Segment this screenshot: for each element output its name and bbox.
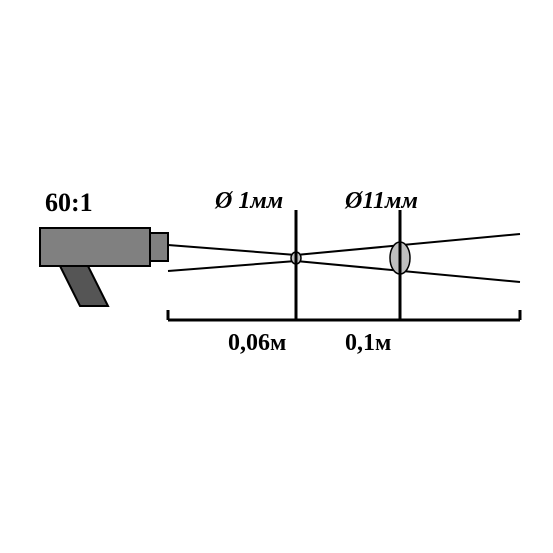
diagram-stage: 60:1 Ø 1мм Ø11мм 0,06м 0,1м xyxy=(0,0,553,553)
diagram-svg xyxy=(0,0,553,553)
distance-1-label: 0,06м xyxy=(228,330,286,357)
diameter-1-label: Ø 1мм xyxy=(215,188,283,215)
diameter-2-label: Ø11мм xyxy=(345,188,418,215)
ratio-label: 60:1 xyxy=(45,188,93,218)
distance-2-label: 0,1м xyxy=(345,330,391,357)
